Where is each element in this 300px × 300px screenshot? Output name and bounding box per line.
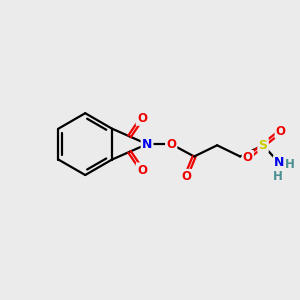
Text: O: O [243, 151, 253, 164]
Text: O: O [181, 170, 191, 183]
Text: N: N [142, 138, 152, 151]
Text: O: O [137, 112, 147, 124]
Text: S: S [259, 139, 268, 152]
Text: O: O [166, 138, 176, 151]
Text: N: N [274, 157, 284, 169]
Text: H: H [273, 170, 283, 183]
Text: O: O [137, 164, 147, 177]
Text: O: O [276, 125, 286, 138]
Text: H: H [285, 158, 295, 171]
